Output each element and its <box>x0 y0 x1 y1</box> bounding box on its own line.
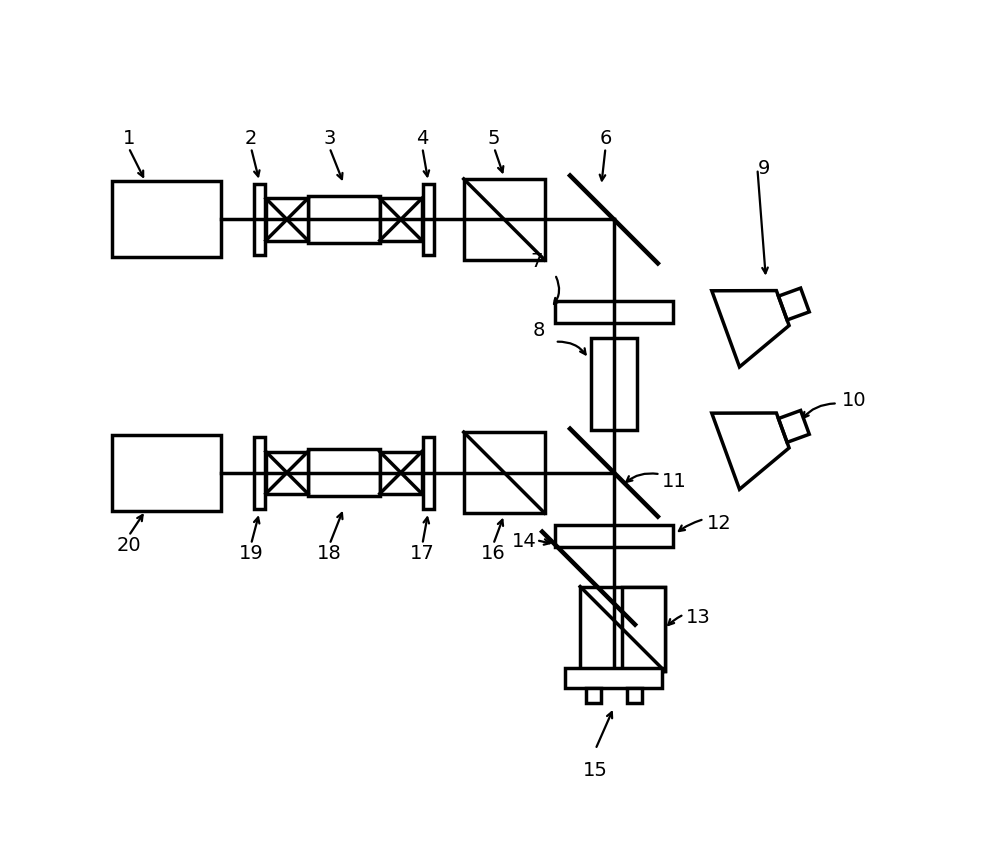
Bar <box>423 184 434 255</box>
Text: 6: 6 <box>599 128 612 148</box>
Bar <box>627 688 642 703</box>
Text: 12: 12 <box>707 514 732 533</box>
Text: 9: 9 <box>757 160 770 178</box>
Text: 13: 13 <box>686 609 710 627</box>
Bar <box>555 525 673 547</box>
Text: 5: 5 <box>488 128 500 148</box>
Bar <box>555 301 673 323</box>
Bar <box>622 587 665 671</box>
Bar <box>308 196 380 243</box>
Bar <box>112 435 221 511</box>
Bar <box>580 587 665 671</box>
Text: 3: 3 <box>323 128 336 148</box>
Bar <box>591 338 637 430</box>
Bar <box>266 198 308 241</box>
Bar <box>266 452 308 494</box>
Text: 15: 15 <box>583 761 608 781</box>
Bar <box>112 181 221 257</box>
Text: 4: 4 <box>416 128 429 148</box>
Text: 16: 16 <box>481 544 506 564</box>
Bar <box>464 179 545 260</box>
Text: 14: 14 <box>512 533 536 551</box>
Bar <box>254 437 265 508</box>
Bar <box>565 668 662 688</box>
Bar <box>254 184 265 255</box>
Bar <box>380 198 422 241</box>
Text: 1: 1 <box>122 128 135 148</box>
Text: 11: 11 <box>662 472 687 490</box>
Text: 2: 2 <box>245 128 257 148</box>
Bar <box>423 437 434 508</box>
Bar <box>586 688 601 703</box>
Bar <box>380 452 422 494</box>
Text: 18: 18 <box>317 544 342 564</box>
Text: 8: 8 <box>533 322 545 340</box>
Bar <box>308 449 380 496</box>
Text: 7: 7 <box>530 252 542 271</box>
Bar <box>464 432 545 513</box>
Text: 10: 10 <box>842 392 866 410</box>
Text: 17: 17 <box>410 544 435 564</box>
Text: 20: 20 <box>116 536 141 555</box>
Text: 19: 19 <box>239 544 263 564</box>
